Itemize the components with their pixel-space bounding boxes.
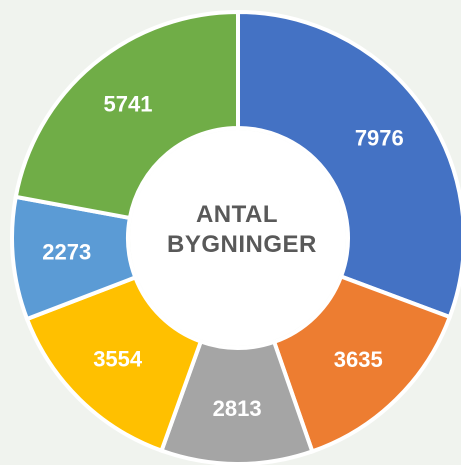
data-label: 5741 xyxy=(104,92,153,117)
data-label: 2813 xyxy=(213,396,262,421)
donut-segment xyxy=(24,274,204,454)
data-label: 3635 xyxy=(334,347,383,372)
chart-title: ANTAL BYGNINGER xyxy=(167,201,317,258)
donut-segment xyxy=(13,9,240,221)
data-label: 2273 xyxy=(42,240,91,265)
data-label: 7976 xyxy=(355,126,404,151)
donut-segment xyxy=(236,9,461,320)
donut-hole xyxy=(130,130,346,346)
data-label: 3554 xyxy=(93,347,143,372)
